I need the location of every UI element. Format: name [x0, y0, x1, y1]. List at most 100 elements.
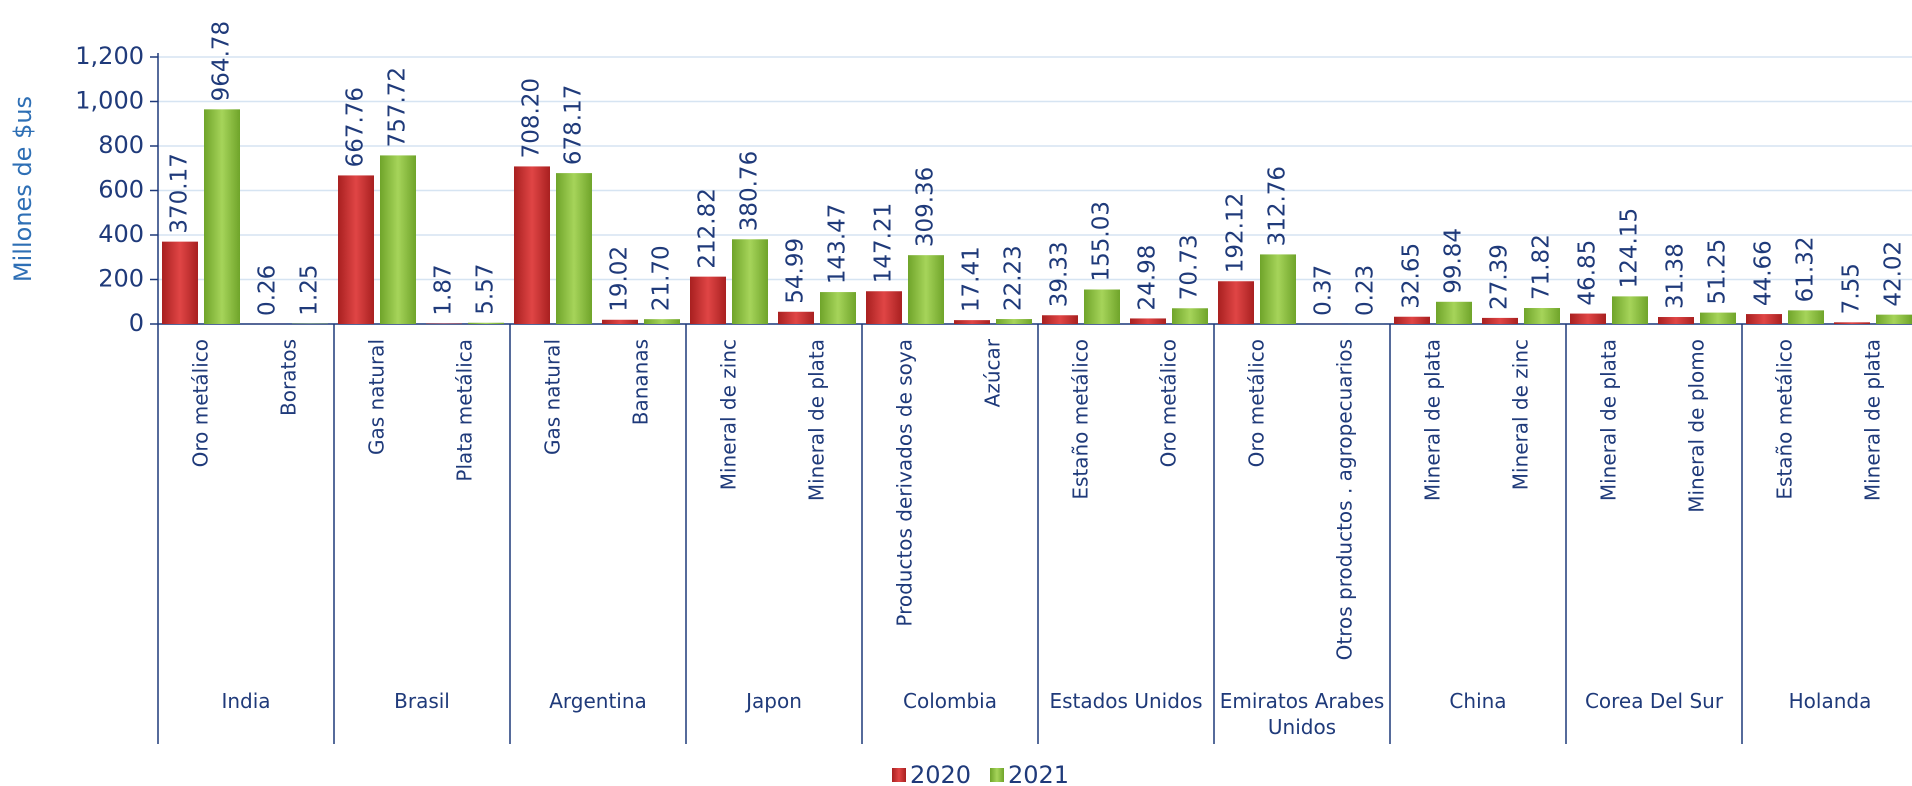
bar — [1788, 310, 1824, 324]
group-label: India — [221, 689, 271, 713]
bar — [204, 109, 240, 324]
x-tick-label: Estaño metálico — [1773, 339, 1797, 500]
value-label: 70.73 — [1177, 234, 1203, 300]
value-label: 312.76 — [1265, 166, 1291, 246]
bar — [1172, 308, 1208, 324]
value-label: 0.26 — [255, 265, 281, 316]
value-label: 27.39 — [1487, 244, 1513, 310]
bar — [1658, 317, 1694, 324]
group-label: China — [1449, 689, 1507, 713]
value-label: 309.36 — [913, 167, 939, 247]
x-tick-label: Boratos — [277, 339, 301, 416]
bar — [954, 320, 990, 324]
value-label: 61.32 — [1793, 236, 1819, 302]
value-label: 380.76 — [737, 151, 763, 231]
y-tick-label: 800 — [98, 131, 144, 159]
x-tick-label: Gas natural — [365, 339, 389, 455]
bar — [514, 166, 550, 324]
group-label: Argentina — [549, 689, 647, 713]
value-label: 757.72 — [385, 67, 411, 147]
bar — [1746, 314, 1782, 324]
bar — [602, 319, 638, 324]
x-tick-label: Mineral de zinc — [1509, 339, 1533, 490]
y-tick-label: 600 — [98, 176, 144, 204]
value-label: 192.12 — [1223, 193, 1249, 273]
y-tick-label: 400 — [98, 220, 144, 248]
x-tick-label: Productos derivados de soya — [893, 339, 917, 627]
bar — [1570, 313, 1606, 324]
x-tick-label: Mineral de plata — [1861, 339, 1885, 501]
value-label: 1.87 — [431, 264, 457, 315]
bar — [866, 291, 902, 324]
value-label: 667.76 — [343, 87, 369, 167]
value-label: 155.03 — [1089, 201, 1115, 281]
x-tick-label: Estaño metálico — [1069, 339, 1093, 500]
value-label: 0.23 — [1353, 265, 1379, 316]
bar — [380, 155, 416, 324]
bar — [1436, 301, 1472, 324]
y-tick-label: 1,200 — [75, 42, 144, 70]
bar — [1876, 314, 1912, 324]
legend-label: 2020 — [910, 761, 971, 786]
value-label: 147.21 — [871, 203, 897, 283]
group-label: Brasil — [394, 689, 450, 713]
value-label: 0.37 — [1311, 265, 1337, 316]
x-tick-label: Oro metálico — [1245, 339, 1269, 467]
legend-label: 2021 — [1008, 761, 1069, 786]
value-label: 42.02 — [1881, 241, 1907, 307]
x-tick-label: Azúcar — [981, 338, 1005, 407]
group-label: Japon — [746, 689, 802, 713]
x-tick-label: Oro metálico — [189, 339, 213, 467]
value-label: 71.82 — [1529, 234, 1555, 300]
value-label: 99.84 — [1441, 228, 1467, 294]
bar — [644, 319, 680, 324]
value-label: 964.78 — [209, 21, 235, 101]
bar — [1394, 316, 1430, 324]
value-label: 17.41 — [959, 246, 985, 312]
x-tick-label: Mineral de plata — [1421, 339, 1445, 501]
bar — [468, 322, 504, 324]
bar — [1042, 315, 1078, 324]
x-tick-label: Gas natural — [541, 339, 565, 455]
value-label: 46.85 — [1575, 240, 1601, 306]
value-label: 212.82 — [695, 188, 721, 268]
x-tick-label: Otros productos . agropecuarios — [1333, 339, 1357, 660]
x-tick-label: Mineral de plomo — [1685, 339, 1709, 513]
value-label: 24.98 — [1135, 245, 1161, 311]
y-axis-title: Millones de $us — [9, 96, 37, 282]
bar — [690, 276, 726, 324]
value-label: 678.17 — [561, 85, 587, 165]
bar — [732, 239, 768, 324]
value-label: 19.02 — [607, 246, 633, 312]
x-tick-label: Oro metálico — [1157, 339, 1181, 467]
value-label: 31.38 — [1663, 243, 1689, 309]
x-tick-label: Plata metálica — [453, 339, 477, 482]
group-label: Emiratos Arabes Unidos — [1219, 689, 1385, 739]
x-tick-label: Mineral de plata — [805, 339, 829, 501]
legend-swatch — [892, 768, 906, 782]
bar — [1130, 318, 1166, 324]
legend-swatch — [990, 768, 1004, 782]
bar — [778, 311, 814, 324]
value-label: 32.65 — [1399, 243, 1425, 309]
value-label: 1.25 — [297, 265, 323, 316]
bar — [908, 255, 944, 324]
group-label: Holanda — [1788, 689, 1872, 713]
bar — [1834, 322, 1870, 324]
bar — [996, 319, 1032, 324]
x-tick-label: Mineral de plata — [1597, 339, 1621, 501]
value-label: 54.99 — [783, 238, 809, 304]
bar — [1218, 281, 1254, 324]
bar — [1524, 308, 1560, 324]
bar — [1084, 289, 1120, 324]
value-label: 143.47 — [825, 204, 851, 284]
value-label: 7.55 — [1839, 263, 1865, 314]
bar — [338, 175, 374, 324]
y-tick-label: 1,000 — [75, 87, 144, 115]
group-label: Colombia — [903, 689, 997, 713]
bar — [820, 292, 856, 324]
value-label: 39.33 — [1047, 241, 1073, 307]
bar — [1612, 296, 1648, 324]
bar — [1700, 312, 1736, 324]
value-label: 22.23 — [1001, 245, 1027, 311]
